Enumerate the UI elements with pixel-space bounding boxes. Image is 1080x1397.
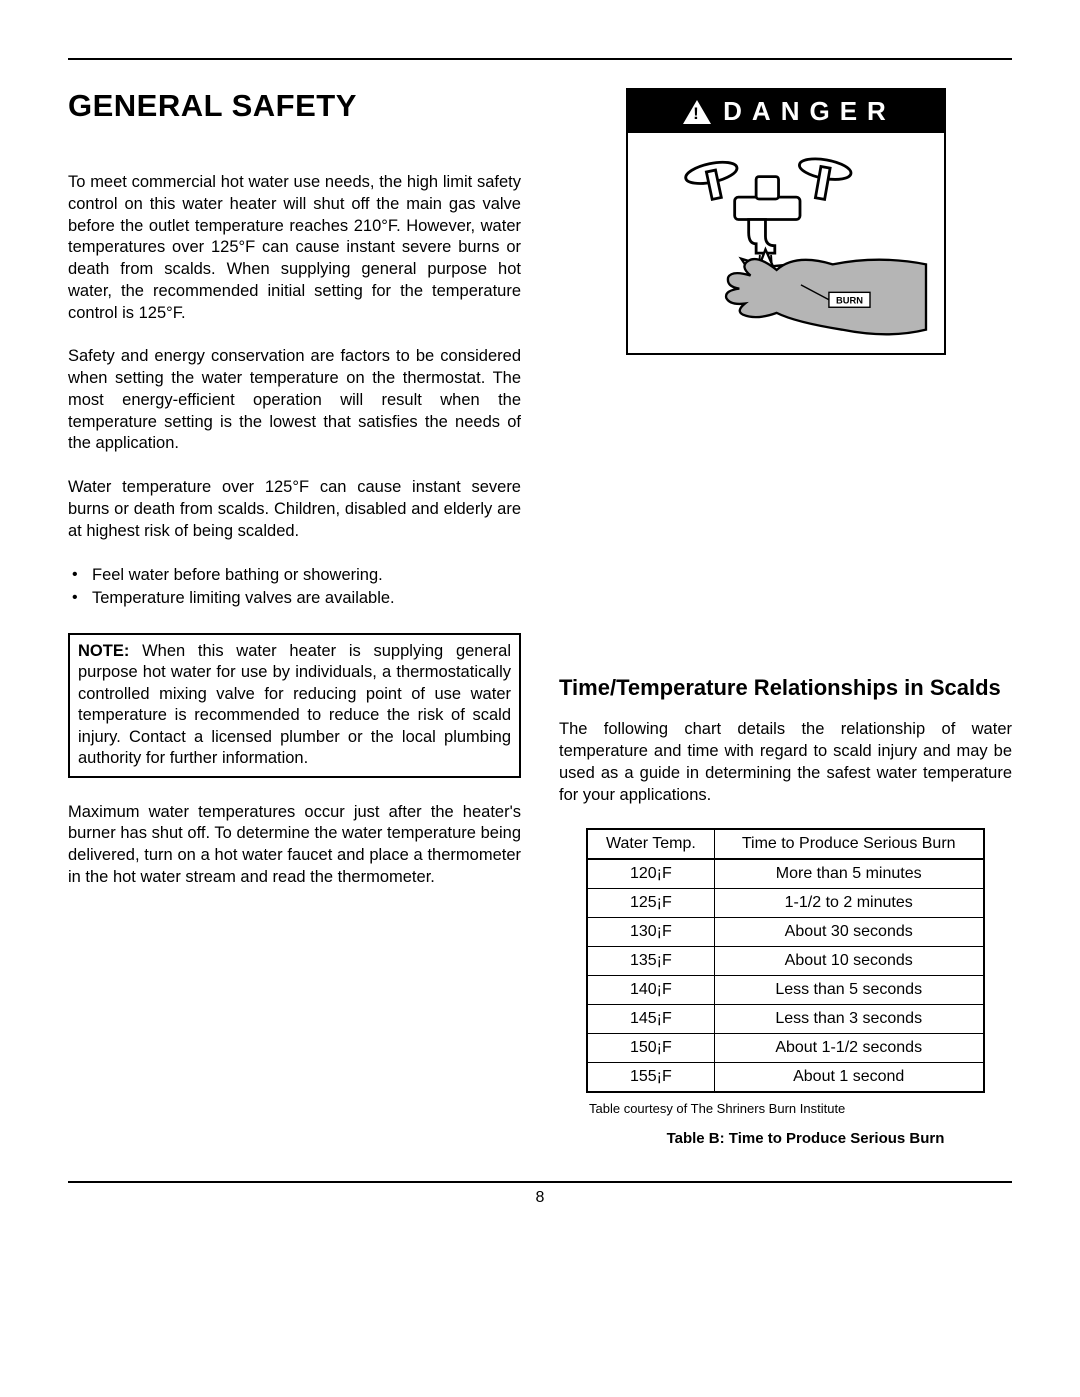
top-rule — [68, 58, 1012, 60]
subsection-intro: The following chart details the relation… — [559, 719, 1012, 806]
col-header-temp: Water Temp. — [587, 829, 714, 859]
list-item: Feel water before bathing or showering. — [92, 564, 521, 586]
scald-table: Water Temp. Time to Produce Serious Burn… — [586, 828, 985, 1093]
table-row: 120¡FMore than 5 minutes — [587, 859, 984, 889]
paragraph-3: Water temperature over 125°F can cause i… — [68, 477, 521, 542]
section-title: GENERAL SAFETY — [68, 88, 521, 124]
table-caption: Table B: Time to Produce Serious Burn — [599, 1130, 1012, 1147]
warning-triangle-icon — [683, 100, 711, 124]
danger-illustration: HOT BURN — [628, 133, 944, 353]
table-header-row: Water Temp. Time to Produce Serious Burn — [587, 829, 984, 859]
paragraph-2: Safety and energy conservation are facto… — [68, 346, 521, 455]
burn-label: BURN — [835, 296, 862, 306]
page-number: 8 — [68, 1189, 1012, 1207]
table-row: 140¡FLess than 5 seconds — [587, 976, 984, 1005]
table-credit: Table courtesy of The Shriners Burn Inst… — [589, 1101, 1012, 1116]
bottom-rule — [68, 1181, 1012, 1183]
note-box: NOTE: When this water heater is supplyin… — [68, 633, 521, 778]
table-row: 150¡FAbout 1-1/2 seconds — [587, 1034, 984, 1063]
bullet-list: Feel water before bathing or showering. … — [68, 564, 521, 609]
danger-header-text: DANGER — [723, 96, 896, 127]
note-text: NOTE: When this water heater is supplyin… — [78, 641, 511, 770]
table-row: 130¡FAbout 30 seconds — [587, 918, 984, 947]
table-row: 125¡F1-1/2 to 2 minutes — [587, 889, 984, 918]
right-column: DANGER — [559, 88, 1012, 1147]
paragraph-1: To meet commercial hot water use needs, … — [68, 172, 521, 324]
danger-header: DANGER — [628, 90, 944, 133]
list-item: Temperature limiting valves are availabl… — [92, 587, 521, 609]
note-body: When this water heater is supplying gene… — [78, 642, 511, 767]
table-row: 155¡FAbout 1 second — [587, 1063, 984, 1093]
subsection-title: Time/Temperature Relationships in Scalds — [559, 675, 1012, 701]
danger-label: DANGER — [626, 88, 946, 355]
faucet-scald-icon: HOT BURN — [638, 143, 934, 339]
col-header-time: Time to Produce Serious Burn — [714, 829, 984, 859]
paragraph-4: Maximum water temperatures occur just af… — [68, 802, 521, 889]
table-row: 135¡FAbout 10 seconds — [587, 947, 984, 976]
left-column: GENERAL SAFETY To meet commercial hot wa… — [68, 88, 521, 1147]
two-column-layout: GENERAL SAFETY To meet commercial hot wa… — [68, 88, 1012, 1147]
table-row: 145¡FLess than 3 seconds — [587, 1005, 984, 1034]
note-label: NOTE: — [78, 642, 129, 660]
